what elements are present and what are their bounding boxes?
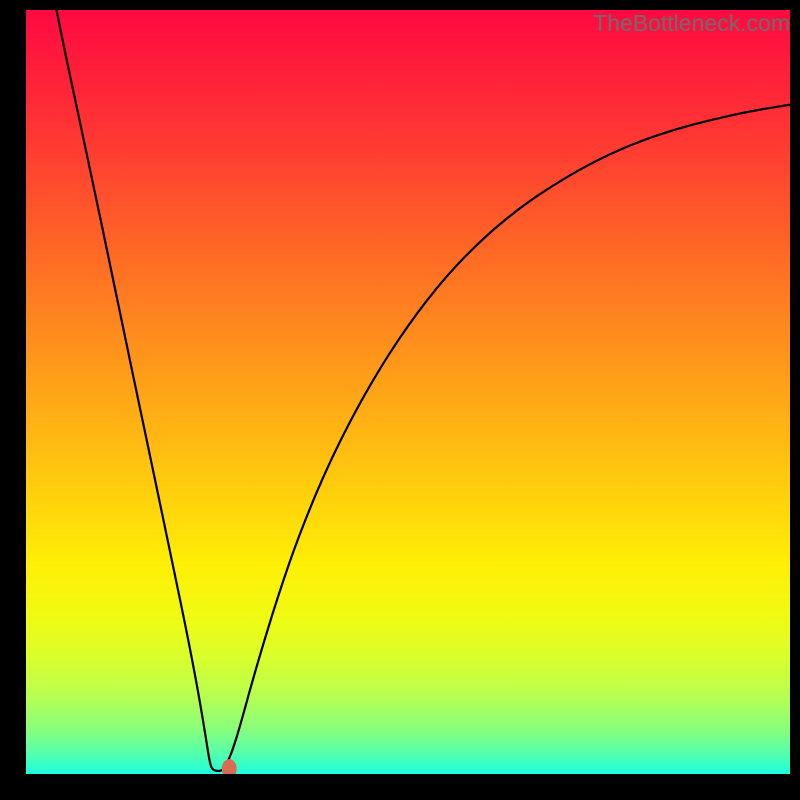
curve-layer: [26, 10, 790, 774]
bottleneck-curve: [57, 10, 790, 771]
chart-container: TheBottleneck.com: [0, 0, 800, 800]
watermark-text: TheBottleneck.com: [593, 10, 790, 37]
plot-frame: [26, 10, 790, 774]
bottleneck-marker: [222, 759, 237, 774]
